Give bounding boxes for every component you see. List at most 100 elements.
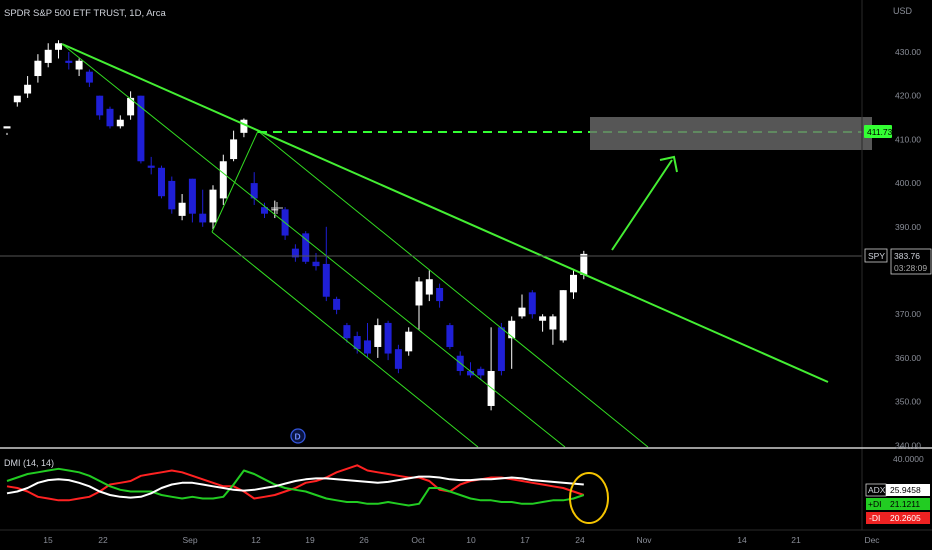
candle[interactable]: [24, 76, 32, 98]
target-zone-box[interactable]: [590, 117, 872, 150]
dividend-marker[interactable]: D: [290, 428, 306, 444]
candle[interactable]: [188, 178, 196, 223]
price-tick-label: 390.00: [895, 222, 921, 232]
candle[interactable]: [44, 43, 52, 68]
candle[interactable]: [106, 106, 114, 129]
candle[interactable]: [178, 194, 186, 221]
candle[interactable]: [333, 296, 341, 315]
dmi-layer: [6, 464, 585, 507]
main-downtrend-line[interactable]: [61, 43, 829, 383]
minus-di-label: -DI: [869, 513, 880, 523]
symbol-label: SPY: [868, 251, 885, 261]
candle[interactable]: [261, 202, 268, 219]
candle-body: [3, 126, 11, 129]
date-axis[interactable]: 15 22 Sep 12 19 26 Oct 10 17 24 Nov 14 21 Dec: [43, 535, 880, 545]
candle[interactable]: [518, 294, 526, 319]
candle[interactable]: [446, 322, 454, 350]
candle-body: [219, 161, 227, 199]
candles-layer: [3, 40, 588, 411]
candle-body: [261, 207, 268, 214]
candle-body: [178, 202, 186, 216]
minus-di-value: 20.2605: [890, 513, 921, 523]
candle-body: [34, 60, 42, 77]
candle[interactable]: [291, 244, 299, 262]
candle-body: [477, 368, 485, 376]
candle-body: [291, 248, 299, 258]
candle-body: [13, 95, 21, 103]
channel-connector[interactable]: [211, 130, 259, 233]
price-tick-label: 340.00: [895, 440, 921, 450]
price-tick-label: 350.00: [895, 397, 921, 407]
candle[interactable]: [394, 344, 402, 374]
candle[interactable]: [425, 270, 433, 302]
candle[interactable]: [467, 362, 474, 378]
candle[interactable]: [487, 327, 495, 411]
projection-arrow[interactable]: [611, 159, 673, 251]
candle[interactable]: [405, 327, 413, 356]
candle[interactable]: [209, 185, 217, 229]
candle[interactable]: [250, 172, 258, 205]
candle[interactable]: [65, 52, 73, 70]
date-tick-label: 26: [359, 535, 369, 545]
candle-body: [85, 71, 93, 83]
candle[interactable]: [127, 91, 135, 120]
candle[interactable]: [230, 130, 238, 162]
adx-line[interactable]: [6, 475, 584, 499]
candle[interactable]: [508, 316, 516, 369]
candle[interactable]: [528, 290, 536, 319]
candle[interactable]: [302, 231, 310, 264]
highlight-circle[interactable]: [569, 472, 609, 524]
candle[interactable]: [539, 314, 547, 332]
channel-line-middle[interactable]: [257, 130, 649, 448]
candle[interactable]: [75, 58, 83, 77]
candle[interactable]: [168, 176, 176, 214]
candle[interactable]: [34, 54, 42, 83]
target-price-tag: 411.73: [864, 125, 893, 138]
candle[interactable]: [96, 95, 104, 120]
candle[interactable]: [158, 165, 165, 199]
target-price-value: 411.73: [867, 127, 893, 137]
candle-body: [580, 253, 588, 275]
candle[interactable]: [322, 226, 330, 302]
candle-body: [528, 292, 536, 315]
candle-body: [147, 165, 155, 168]
date-tick-label: 21: [791, 535, 801, 545]
date-tick-label: 17: [520, 535, 530, 545]
candle[interactable]: [436, 283, 444, 308]
minus-di-line[interactable]: [6, 464, 585, 502]
candle[interactable]: [570, 270, 577, 299]
candle[interactable]: [219, 154, 227, 205]
candle[interactable]: [477, 366, 485, 380]
candle[interactable]: [384, 320, 392, 361]
candle[interactable]: [116, 115, 124, 129]
last-price-value: 383.76: [894, 251, 920, 261]
candle[interactable]: [85, 69, 93, 87]
candle[interactable]: [497, 322, 505, 376]
candle[interactable]: [281, 207, 289, 240]
candle[interactable]: [374, 318, 382, 358]
candle[interactable]: [55, 40, 62, 59]
channel-line-lower[interactable]: [211, 231, 479, 448]
candle[interactable]: [147, 156, 155, 175]
candle[interactable]: [3, 126, 11, 136]
candle-body: [394, 349, 402, 369]
candle[interactable]: [559, 290, 567, 343]
candle-body: [343, 325, 351, 339]
candle[interactable]: [13, 95, 21, 107]
currency-label: USD: [893, 6, 913, 16]
candle-body: [106, 108, 114, 127]
candle[interactable]: [415, 277, 423, 330]
dmi-indicator-name[interactable]: DMI (14, 14): [4, 458, 54, 468]
candle[interactable]: [343, 322, 351, 343]
plus-di-value-tag: +DI 21.1211: [866, 498, 930, 510]
candle[interactable]: [364, 322, 371, 358]
candle[interactable]: [240, 118, 248, 138]
channel-line-upper[interactable]: [61, 43, 566, 448]
plus-di-line[interactable]: [6, 467, 585, 507]
candle-body: [374, 325, 382, 347]
candle-body: [425, 279, 433, 295]
candle[interactable]: [271, 200, 279, 219]
candle[interactable]: [199, 189, 207, 227]
candle[interactable]: [549, 314, 557, 345]
